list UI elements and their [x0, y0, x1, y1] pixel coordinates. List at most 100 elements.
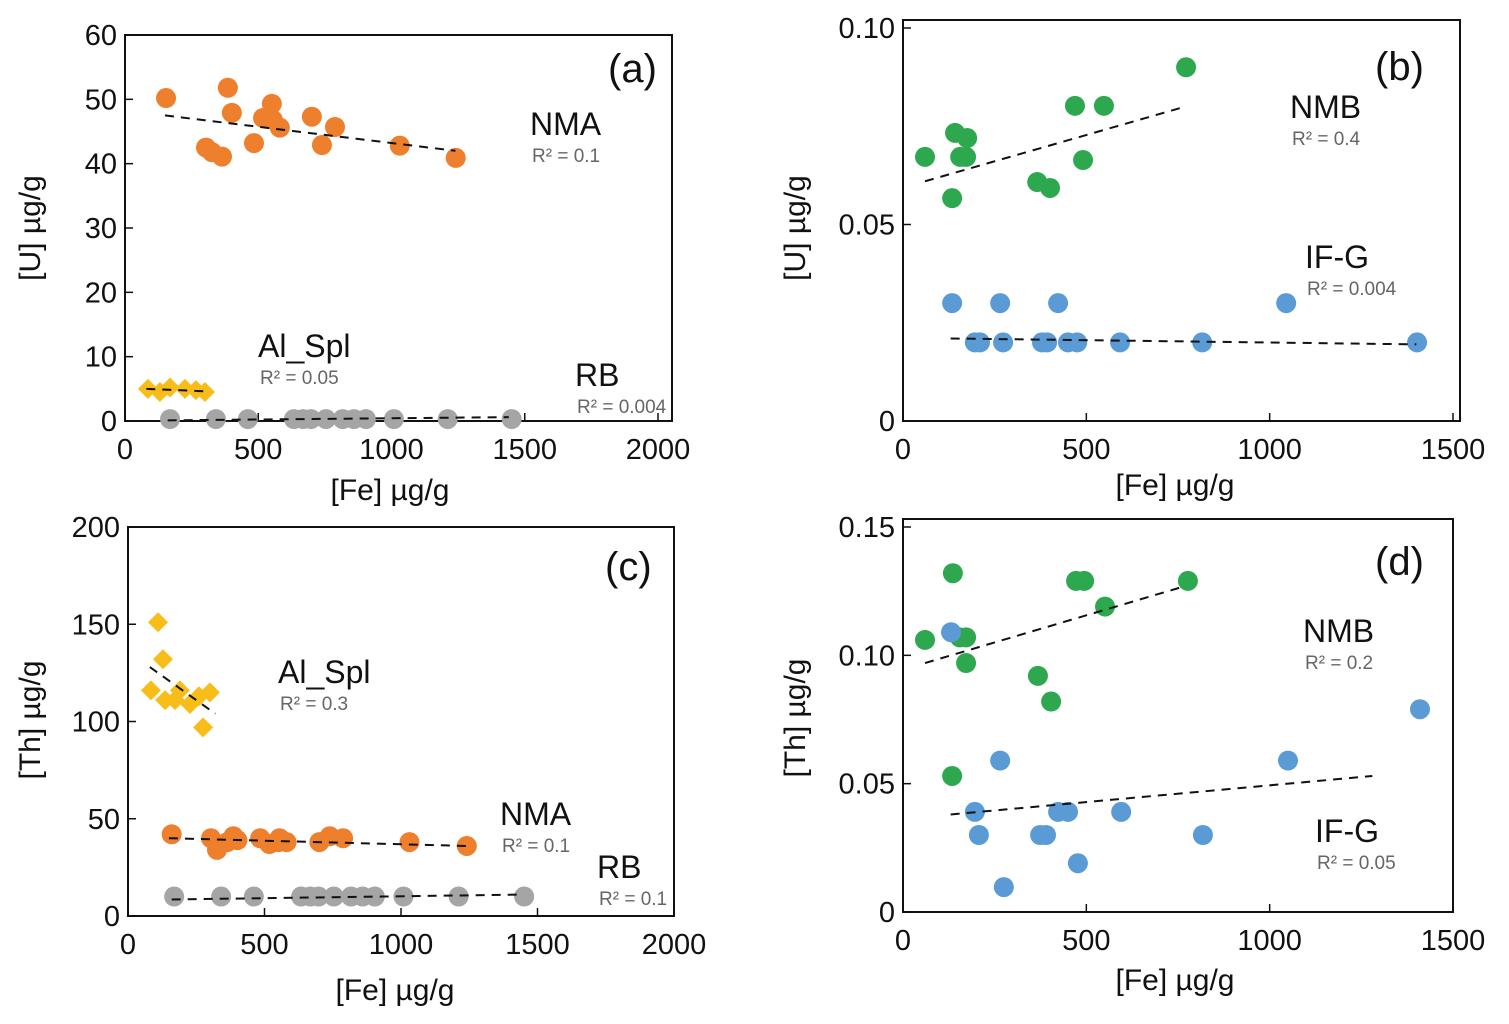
x-axis-label: [Fe] µg/g [330, 474, 449, 507]
series-rb: RB R² = 0.1 [164, 849, 667, 910]
data-point [164, 886, 185, 907]
data-point [1041, 691, 1062, 712]
y-axis-label: [Th] µg/g [14, 660, 47, 779]
data-point [243, 133, 264, 154]
data-point [140, 680, 161, 701]
data-point [990, 750, 1011, 771]
series-alspl: Al_Spl R² = 0.05 [137, 328, 351, 403]
data-point [269, 117, 290, 138]
trend-line [167, 416, 509, 422]
data-point [1110, 332, 1131, 353]
data-point [194, 382, 215, 403]
data-point [1073, 150, 1094, 171]
y-tick-label: 0.10 [839, 13, 895, 45]
data-point [942, 188, 963, 209]
y-axis-label: [U] µg/g [14, 175, 47, 281]
data-point [957, 128, 978, 149]
data-point [993, 332, 1014, 353]
y-tick-label: 0 [879, 406, 895, 438]
data-point [1067, 332, 1088, 353]
data-point [942, 293, 963, 314]
trend-line [171, 893, 522, 901]
y-tick-label: 10 [85, 342, 117, 374]
data-point [956, 146, 977, 167]
data-point [199, 682, 220, 703]
data-point [1410, 699, 1430, 720]
data-point [311, 135, 332, 156]
data-point [993, 877, 1014, 898]
x-tick-label: 1500 [1421, 434, 1486, 466]
data-point [211, 886, 232, 907]
data-point [445, 147, 466, 168]
panel-a: 0 500 1000 1500 2000 0 10 20 30 40 50 60 [Fe] µg/g [U… [14, 20, 690, 507]
r-squared-label: R² = 0.004 [577, 397, 667, 418]
data-point [243, 886, 264, 907]
series-ifg: IF-G R² = 0.004 [942, 239, 1428, 353]
data-point [1027, 665, 1048, 686]
y-tick-label: 20 [85, 277, 117, 309]
x-tick-label: 2000 [642, 929, 707, 961]
panel-label: (a) [608, 47, 657, 91]
series-label: NMA [530, 106, 602, 142]
data-point [193, 717, 214, 738]
y-tick-label: 30 [85, 213, 117, 245]
plot-frame [127, 526, 675, 917]
r-squared-label: R² = 0.05 [1317, 853, 1396, 874]
r-squared-label: R² = 0.004 [1307, 279, 1397, 300]
data-point [261, 93, 282, 114]
trend-line [950, 337, 1417, 346]
series-label: IF-G [1305, 239, 1369, 275]
data-point [301, 106, 322, 127]
data-point [364, 886, 385, 907]
data-point [333, 828, 354, 849]
y-tick-label: 150 [72, 609, 120, 641]
data-point [1067, 853, 1088, 874]
panel-c: 0 500 1000 1500 2000 0 50 100 150 200 [Fe] µg/g [Th… [14, 512, 706, 1007]
r-squared-label: R² = 0.1 [532, 146, 600, 167]
x-tick-label: 1000 [1237, 925, 1302, 957]
trend-line [924, 105, 1186, 183]
data-point [968, 825, 989, 845]
data-point [315, 409, 336, 430]
x-tick-label: 1500 [1421, 925, 1486, 957]
data-point [389, 135, 410, 156]
data-point [160, 377, 181, 398]
data-point [161, 824, 182, 845]
series-nma: NMA R² = 0.1 [161, 796, 572, 860]
r-squared-label: R² = 0.4 [1292, 129, 1361, 150]
data-point [456, 835, 477, 856]
y-tick-label: 0.10 [839, 640, 895, 672]
r-squared-label: R² = 0.2 [1305, 653, 1373, 674]
trend-line [149, 666, 216, 715]
data-point [501, 409, 522, 430]
data-point [1037, 332, 1058, 353]
x-tick-label: 500 [240, 929, 288, 961]
r-squared-label: R² = 0.05 [260, 368, 339, 389]
x-tick-label: 1000 [1237, 434, 1302, 466]
series-nmb: NMB R² = 0.4 [915, 57, 1361, 209]
y-tick-label: 0.05 [839, 210, 895, 242]
r-squared-label: R² = 0.1 [502, 836, 570, 857]
data-point [1095, 596, 1116, 617]
trend-line [146, 387, 208, 393]
data-point [217, 77, 238, 98]
data-point [152, 649, 173, 670]
data-point [514, 886, 535, 907]
r-squared-label: R² = 0.3 [280, 694, 348, 715]
y-tick-label: 200 [72, 512, 120, 544]
series-nma: NMA R² = 0.1 [156, 77, 602, 168]
x-tick-label: 500 [1062, 434, 1110, 466]
panel-b: 0 500 1000 1500 0 0.05 0.10 [Fe] µg/g [U] µg/g (b… [779, 13, 1485, 502]
series-nmb: NMB R² = 0.2 [915, 563, 1374, 786]
data-point [990, 293, 1011, 314]
data-point [325, 116, 346, 137]
x-tick-label: 500 [1062, 925, 1110, 957]
data-point [1176, 57, 1197, 78]
data-point [301, 409, 322, 430]
y-tick-label: 0.05 [839, 769, 895, 801]
series-label: Al_Spl [258, 328, 351, 364]
y-tick-label: 0 [879, 897, 895, 929]
series-label: IF-G [1315, 813, 1379, 849]
y-tick-label: 40 [85, 149, 117, 181]
x-axis-label: [Fe] µg/g [335, 974, 454, 1007]
